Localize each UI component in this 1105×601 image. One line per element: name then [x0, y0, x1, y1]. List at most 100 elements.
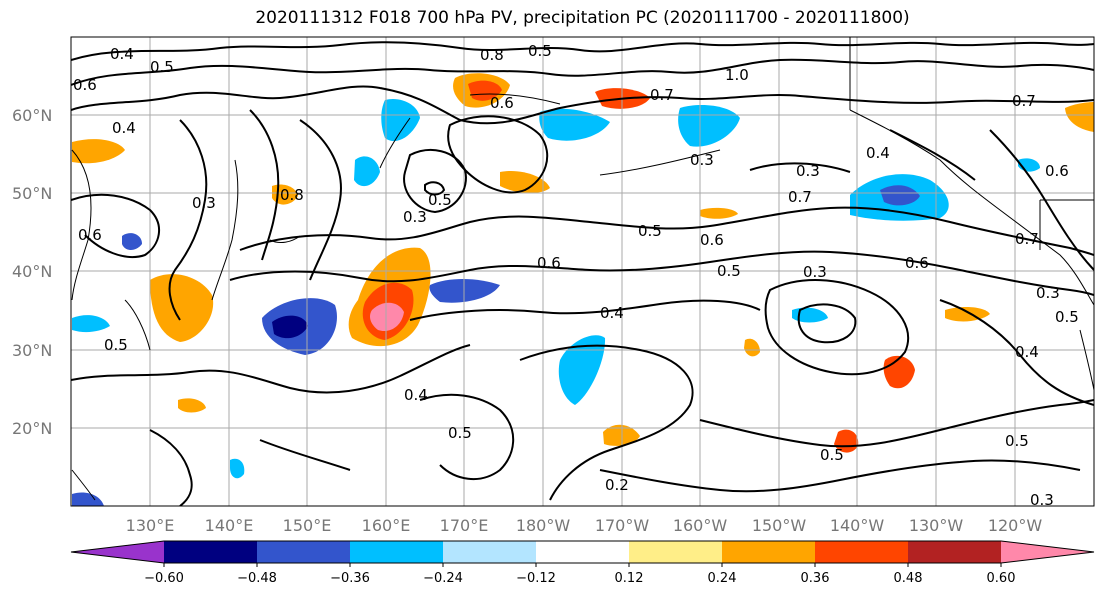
colorbar-segment — [257, 541, 351, 563]
colorbar-segment — [350, 541, 444, 563]
pv-contour — [299, 119, 342, 281]
contour-labels: 0.4 0.5 0.6 0.8 0.6 0.5 0.7 1.0 0.7 0.6 … — [73, 42, 1079, 509]
lat-label-50n: 50°N — [12, 184, 52, 203]
pv-contour — [71, 85, 1094, 125]
lon-label: 150°E — [283, 516, 332, 535]
pv-contour — [519, 344, 694, 501]
pv-contours — [71, 41, 1094, 506]
negative-anomaly-region — [230, 458, 245, 479]
negative-anomaly-region — [429, 278, 500, 303]
pv-contour — [71, 41, 1094, 61]
contour-label: 0.5 — [448, 424, 472, 442]
colorbar-segment — [1001, 541, 1094, 563]
pv-contour — [447, 115, 549, 194]
pv-contour — [409, 299, 761, 321]
negative-anomaly-region — [381, 98, 420, 142]
lon-label: 170°E — [440, 516, 489, 535]
negative-anomaly-region — [792, 307, 828, 323]
pv-contour — [419, 393, 515, 481]
contour-label: 0.7 — [788, 188, 812, 206]
pv-contour — [764, 279, 910, 376]
contour-label: 0.4 — [1015, 343, 1039, 361]
contour-label: 0.6 — [537, 254, 561, 272]
negative-anomaly-region — [539, 108, 610, 141]
pv-contour — [989, 129, 1094, 271]
negative-anomaly-region — [72, 492, 104, 506]
negative-anomaly-region — [72, 315, 110, 333]
pv-contour — [168, 119, 208, 321]
pv-contour — [149, 429, 193, 506]
colorbar-tick-label: −0.48 — [237, 571, 277, 586]
longitude-labels: 130°E 140°E 150°E 160°E 170°E 180°W 170°… — [126, 516, 1043, 535]
lon-label: 180°W — [516, 516, 571, 535]
colorbar-segment — [536, 541, 630, 563]
contour-label: 0.5 — [428, 191, 452, 209]
positive-anomaly-region — [700, 207, 738, 219]
colorbar-segment — [908, 541, 1002, 563]
contour-label: 0.7 — [1012, 92, 1036, 110]
contour-label: 0.4 — [112, 119, 136, 137]
lon-label: 140°W — [830, 516, 885, 535]
lon-label: 140°E — [205, 516, 254, 535]
colorbar-tick-label: −0.12 — [516, 571, 556, 586]
contour-label: 0.4 — [110, 45, 134, 63]
pv-contour — [71, 58, 1094, 86]
colorbar-tick-label: 0.36 — [801, 571, 830, 586]
contour-label: 0.5 — [638, 222, 662, 240]
contour-label: 0.3 — [192, 194, 216, 212]
contour-label: 0.6 — [700, 231, 724, 249]
pv-contour — [259, 439, 351, 471]
contour-label: 0.5 — [717, 262, 741, 280]
contour-label: 0.6 — [73, 76, 97, 94]
negative-anomaly-region — [122, 233, 142, 250]
contour-label: 0.3 — [1036, 284, 1060, 302]
contour-label: 0.3 — [796, 162, 820, 180]
contour-label: 0.3 — [803, 263, 827, 281]
lon-label: 160°E — [362, 516, 411, 535]
pv-contour — [229, 250, 1094, 296]
pv-contour — [749, 162, 851, 173]
colorbar-tick-label: −0.36 — [330, 571, 370, 586]
contour-label: 0.6 — [905, 254, 929, 272]
lon-label: 120°W — [988, 516, 1043, 535]
colorbar-labels: −0.60 −0.48 −0.36 −0.24 −0.12 0.12 0.24 0.36 0.4… — [144, 571, 1015, 586]
colorbar-segment — [71, 541, 164, 563]
contour-label: 1.0 — [725, 66, 749, 84]
contour-label: 0.8 — [480, 46, 504, 64]
contour-label: 0.5 — [820, 446, 844, 464]
positive-anomaly-region — [500, 170, 550, 194]
contour-label: 0.6 — [78, 226, 102, 244]
colorbar-tick-label: −0.60 — [144, 571, 184, 586]
pv-contour — [71, 344, 471, 394]
contour-label: 0.2 — [605, 476, 629, 494]
lat-label-20n: 20°N — [12, 419, 52, 438]
lon-label: 150°W — [752, 516, 807, 535]
colorbar-segment — [443, 541, 537, 563]
lat-label-30n: 30°N — [12, 341, 52, 360]
pv-contour — [699, 399, 1094, 448]
pv-contour — [797, 303, 857, 344]
colorbar-segment — [722, 541, 816, 563]
colorbar-segment — [629, 541, 723, 563]
colorbar-tick-label: −0.24 — [423, 571, 463, 586]
contour-label: 0.5 — [1055, 308, 1079, 326]
lat-label-60n: 60°N — [12, 106, 52, 125]
positive-anomaly-region — [150, 274, 214, 342]
lon-label: 170°W — [595, 516, 650, 535]
pv-contour — [939, 299, 1094, 406]
pv-contour — [403, 149, 467, 214]
colorbar-tick-label: 0.48 — [894, 571, 923, 586]
positive-anomaly-region — [72, 139, 125, 164]
contour-label: 0.3 — [1030, 491, 1054, 509]
latitude-labels: 60°N 50°N 40°N 30°N 20°N — [12, 106, 52, 438]
colorbar-tick-label: 0.12 — [615, 571, 644, 586]
contour-label: 0.3 — [690, 151, 714, 169]
colorbar-segment — [164, 541, 258, 563]
pv-contour — [71, 193, 160, 259]
positive-anomaly-peak — [370, 302, 404, 332]
negative-anomaly-region — [354, 156, 380, 187]
contour-label: 0.4 — [404, 386, 428, 404]
positive-anomaly-core — [468, 80, 502, 101]
negative-anomaly-core — [272, 315, 308, 339]
